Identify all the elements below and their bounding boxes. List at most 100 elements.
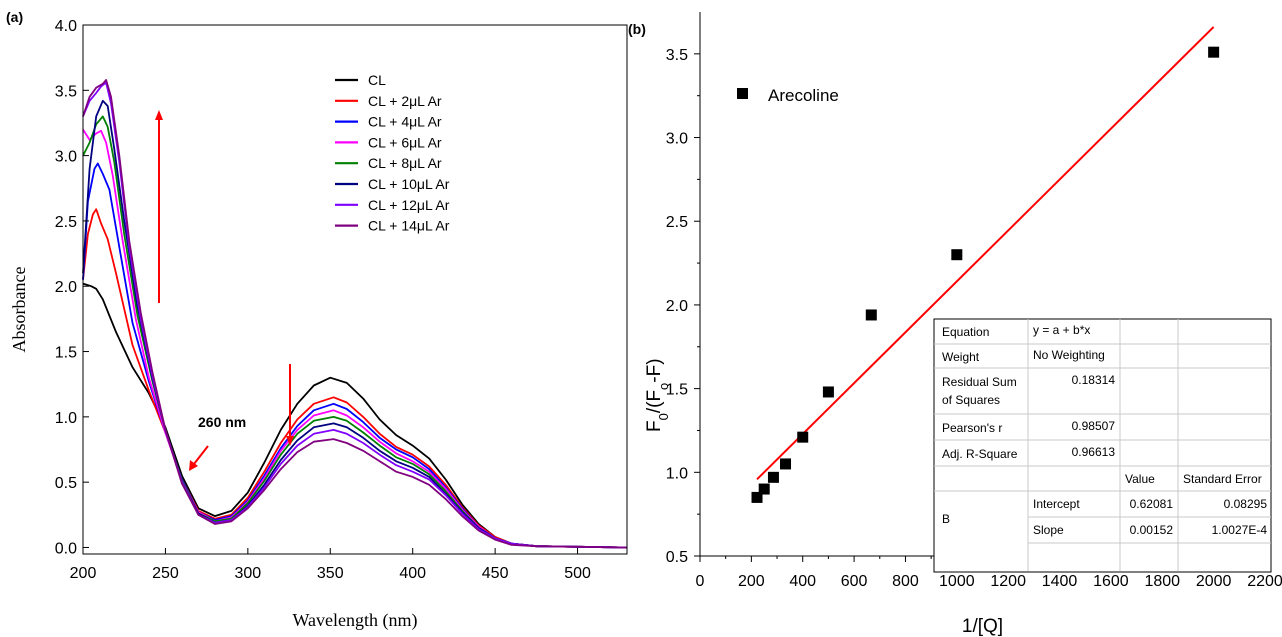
panel-b-y-axis-label: F0/(Fo-F) [644,358,671,432]
panel-b-y-tick-label: 2.5 [666,214,688,231]
panel-b-y-tick-label: 1.0 [666,465,688,482]
data-point-1 [758,483,770,495]
legend-label-2: CL + 4μL Ar [368,114,442,130]
isosbestic-arrow [189,445,209,471]
panel-a-y-tick-label: 2.0 [55,279,77,296]
table-intercept-value: 0.62081 [1130,497,1174,511]
legend-label-5: CL + 10μL Ar [368,176,450,192]
spectrum-series-2 [82,162,628,549]
legend-label-3: CL + 6μL Ar [368,134,442,150]
panel-a-y-tick-label: 0.5 [55,475,77,492]
spectrum-series-4 [82,115,628,549]
panel-a-x-axis-label: Wavelength (nm) [292,610,417,631]
table-rss-label-2: of Squares [942,393,1000,407]
table-slope-error: 1.0027E-4 [1212,523,1268,537]
legend-label-0: CL [368,72,386,88]
spectrum-series-7 [82,79,628,549]
panel-b-y-tick-label: 3.0 [666,131,688,148]
panel-b-x-tick-label: 200 [738,573,765,590]
legend-label-1: CL + 2μL Ar [368,93,442,109]
panel-b-x-tick-label: 1600 [1093,573,1129,590]
spectrum-series-1 [82,208,628,549]
panel-a-label: (a) [6,9,23,25]
panel-b-y-tick-label: 0.5 [666,549,688,566]
table-equation-value: y = a + b*x [1033,323,1090,337]
table-slope-label: Slope [1033,523,1064,537]
panel-b-x-tick-label: 1000 [939,573,975,590]
panel-a: (a) 200 250 300 350 400 450 500 0.0 0.5 1.0 1.5 2.… [6,9,628,631]
panel-a-frame [82,24,628,555]
panel-b: (b) 0 200 400 600 800 1000 1200 1400 1600 1800 200… [628,12,1282,637]
panel-a-x-tick-label: 250 [152,565,179,582]
panel-a-y-tick-label: 0.0 [55,540,77,557]
panel-b-x-tick-label: 600 [841,573,868,590]
data-point-3 [780,458,792,470]
table-weight-label: Weight [942,350,980,364]
table-param-group: B [942,512,950,526]
panel-b-x-tick-label: 1800 [1144,573,1180,590]
table-adjr-label: Adj. R-Square [942,447,1018,461]
panel-b-x-tick-label: 400 [789,573,816,590]
spectrum-series-3 [82,129,628,549]
data-point-7 [951,249,963,261]
legend-label-arecoline: Arecoline [768,86,839,105]
data-point-2 [767,471,779,483]
panel-a-x-tick-label: 450 [482,565,509,582]
panel-a-curves [82,79,628,549]
panel-b-y-tick-label: 2.0 [666,298,688,315]
panel-a-x-tick-label: 200 [70,565,97,582]
table-stderr-header: Standard Error [1183,472,1262,486]
panel-a-y-axis-label: Absorbance [9,267,29,353]
panel-b-x-axis-label: 1/[Q] [962,616,1003,637]
panel-b-label: (b) [628,21,646,37]
down-arrow [286,364,294,446]
panel-a-y-tick-label: 1.0 [55,410,77,427]
data-point-6 [865,309,877,321]
panel-a-legend: CL CL + 2μL Ar CL + 4μL Ar CL + 6μL Ar CL + … [335,72,450,234]
panel-a-y-tick-label: 2.5 [55,214,77,231]
fit-table: Equation y = a + b*x Weight No Weighting… [933,318,1272,573]
table-intercept-error: 0.08295 [1224,497,1268,511]
spectrum-series-5 [82,99,628,549]
linear-fit-line [756,26,1215,481]
panel-a-x-tick-label: 400 [399,565,426,582]
panel-a-x-ticks: 200 250 300 350 400 450 500 [70,548,591,582]
panel-a-y-tick-label: 3.0 [55,149,77,166]
legend-label-6: CL + 12μL Ar [368,197,450,213]
legend-label-4: CL + 8μL Ar [368,155,442,171]
up-arrow [155,110,163,303]
table-weight-value: No Weighting [1033,348,1105,362]
data-point-8 [1208,46,1220,58]
spectrum-series-6 [82,81,628,549]
legend-marker-arecoline [737,88,748,99]
panel-a-y-ticks: 0.0 0.5 1.0 1.5 2.0 2.5 3.0 3.5 4.0 [55,18,89,557]
panel-a-x-tick-label: 500 [564,565,591,582]
panel-b-y-tick-label: 3.5 [666,47,688,64]
table-intercept-label: Intercept [1033,497,1080,511]
table-slope-value: 0.00152 [1130,523,1174,537]
data-point-5 [822,386,834,398]
table-rss-value: 0.18314 [1072,373,1116,387]
panel-a-x-tick-label: 300 [234,565,261,582]
table-rss-label-1: Residual Sum [942,375,1017,389]
panel-b-points [751,46,1220,503]
panel-b-x-tick-label: 2200 [1247,573,1282,590]
panel-b-legend: Arecoline [737,86,839,105]
panel-a-y-tick-label: 4.0 [55,18,77,35]
panel-a-y-tick-label: 3.5 [55,83,77,100]
spectrum-series-0 [82,282,628,549]
table-pearson-label: Pearson's r [942,421,1002,435]
table-adjr-value: 0.96613 [1072,445,1116,459]
panel-b-y-tick-label: 1.5 [666,382,688,399]
panel-a-y-tick-label: 1.5 [55,345,77,362]
panel-b-x-tick-label: 2000 [1196,573,1232,590]
panel-b-y-ticks: 0.5 1.0 1.5 2.0 2.5 3.0 3.5 [666,47,700,566]
table-pearson-value: 0.98507 [1072,419,1116,433]
panel-b-x-tick-label: 800 [892,573,919,590]
table-equation-label: Equation [942,325,989,339]
data-point-4 [797,431,809,443]
panel-a-x-tick-label: 350 [317,565,344,582]
table-value-header: Value [1125,472,1155,486]
data-point-0 [751,491,763,503]
